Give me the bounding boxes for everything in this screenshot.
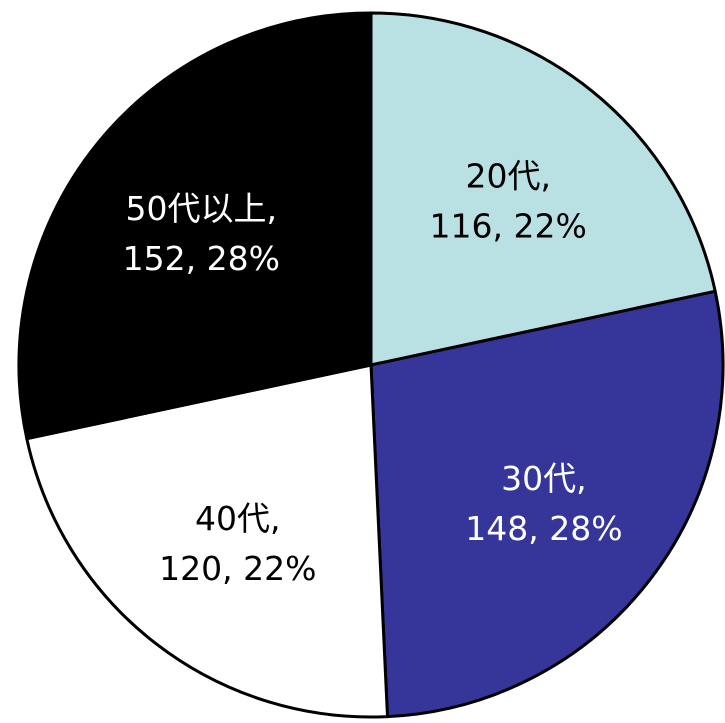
pie-slices — [17, 11, 725, 719]
pie-data-label-category: 50代以上, — [126, 189, 277, 228]
pie-data-label-category: 20代, — [465, 156, 550, 195]
pie-data-label-value: 116, 22% — [430, 206, 587, 245]
pie-data-label-value: 152, 28% — [123, 239, 280, 278]
pie-slice-2 — [369, 289, 725, 719]
pie-data-labels: 20代, 116, 22% 30代, 148, 28% 40代, 120, 22% 50代以… — [123, 156, 623, 588]
pie-slice-1 — [369, 11, 717, 367]
pie-data-label-2: 30代, 148, 28% — [465, 459, 622, 548]
pie-data-label-category: 30代, — [501, 459, 586, 498]
pie-data-label-4: 50代以上, 152, 28% — [123, 189, 280, 278]
pie-data-label-3: 40代, 120, 22% — [159, 499, 316, 588]
pie-data-label-1: 20代, 116, 22% — [430, 156, 587, 245]
pie-data-label-value: 148, 28% — [465, 509, 622, 548]
pie-slice-3 — [25, 363, 389, 719]
pie-data-label-value: 120, 22% — [159, 549, 316, 588]
pie-slice-4 — [17, 11, 373, 441]
pie-data-label-category: 40代, — [195, 499, 280, 538]
